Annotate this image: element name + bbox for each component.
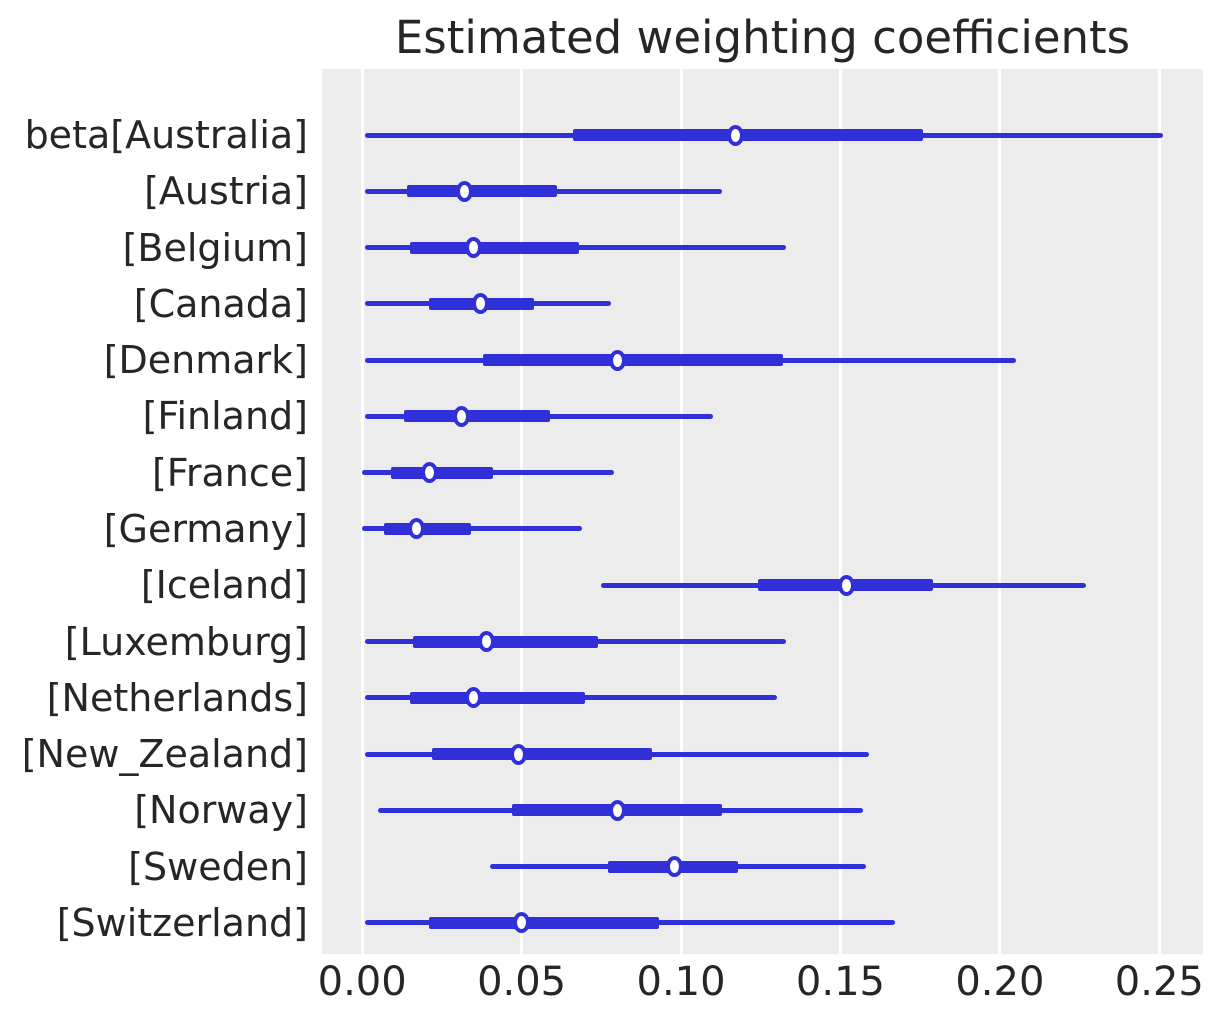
x-gridline — [838, 69, 842, 954]
inner-interval-line — [410, 241, 579, 254]
y-tick-label: [Switzerland] — [56, 900, 308, 945]
median-marker — [509, 743, 527, 765]
x-tick-label: 0.05 — [477, 959, 567, 1005]
y-tick-label: [Belgium] — [122, 225, 308, 270]
y-tick-label: [France] — [151, 450, 308, 495]
y-tick-label: [Iceland] — [140, 563, 308, 608]
y-tick-label: [Norway] — [134, 788, 308, 833]
inner-interval-line — [390, 466, 493, 479]
y-tick-label: [Denmark] — [103, 338, 308, 383]
outer-interval-line — [362, 526, 583, 532]
median-marker — [666, 856, 684, 878]
plot-area — [322, 69, 1203, 954]
inner-interval-line — [572, 129, 924, 141]
median-marker — [838, 574, 856, 596]
x-tick-label: 0.20 — [955, 959, 1045, 1005]
inner-interval-line — [410, 691, 586, 704]
y-tick-label: [Canada] — [133, 281, 308, 326]
median-marker — [420, 462, 438, 484]
y-tick-label: beta[Australia] — [24, 113, 308, 157]
chart-title: Estimated weighting coefficients — [394, 11, 1131, 64]
median-marker — [471, 293, 489, 315]
x-gridline — [1157, 69, 1161, 954]
y-tick-label: [Sweden] — [128, 844, 308, 889]
inner-interval-line — [403, 410, 551, 423]
y-tick-label: [Netherlands] — [46, 675, 308, 720]
median-marker — [478, 631, 496, 653]
y-tick-label: [Finland] — [142, 394, 308, 439]
inner-interval-line — [483, 354, 784, 367]
median-marker — [452, 405, 470, 427]
x-tick-label: 0.25 — [1114, 959, 1204, 1005]
inner-interval-line — [384, 522, 471, 535]
y-axis-tick-labels: beta[Australia] [Austria] [Belgium] [Canada… — [0, 0, 308, 1023]
median-marker — [726, 124, 744, 146]
median-marker — [608, 349, 626, 371]
x-tick-label: 0.00 — [317, 959, 407, 1005]
y-tick-label: [Germany] — [103, 506, 308, 551]
inner-interval-line — [429, 916, 659, 929]
y-tick-label: [Luxemburg] — [64, 619, 308, 664]
y-tick-label: [New_Zealand] — [21, 732, 308, 777]
x-tick-label: 0.10 — [636, 959, 726, 1005]
median-marker — [465, 687, 483, 709]
inner-interval-line — [413, 635, 599, 648]
median-marker — [608, 799, 626, 821]
x-tick-label: 0.15 — [795, 959, 885, 1005]
x-gridline — [998, 69, 1002, 954]
x-gridline — [520, 69, 524, 954]
median-marker — [465, 237, 483, 259]
x-axis-tick-labels: 0.00 0.05 0.10 0.15 0.20 0.25 — [0, 962, 1223, 1014]
y-tick-label: [Austria] — [144, 169, 308, 214]
median-marker — [455, 180, 473, 202]
inner-interval-line — [432, 748, 653, 761]
x-gridline — [360, 69, 364, 954]
x-gridline — [679, 69, 683, 954]
median-marker — [513, 912, 531, 934]
inner-interval-line — [406, 185, 557, 198]
median-marker — [407, 518, 425, 540]
